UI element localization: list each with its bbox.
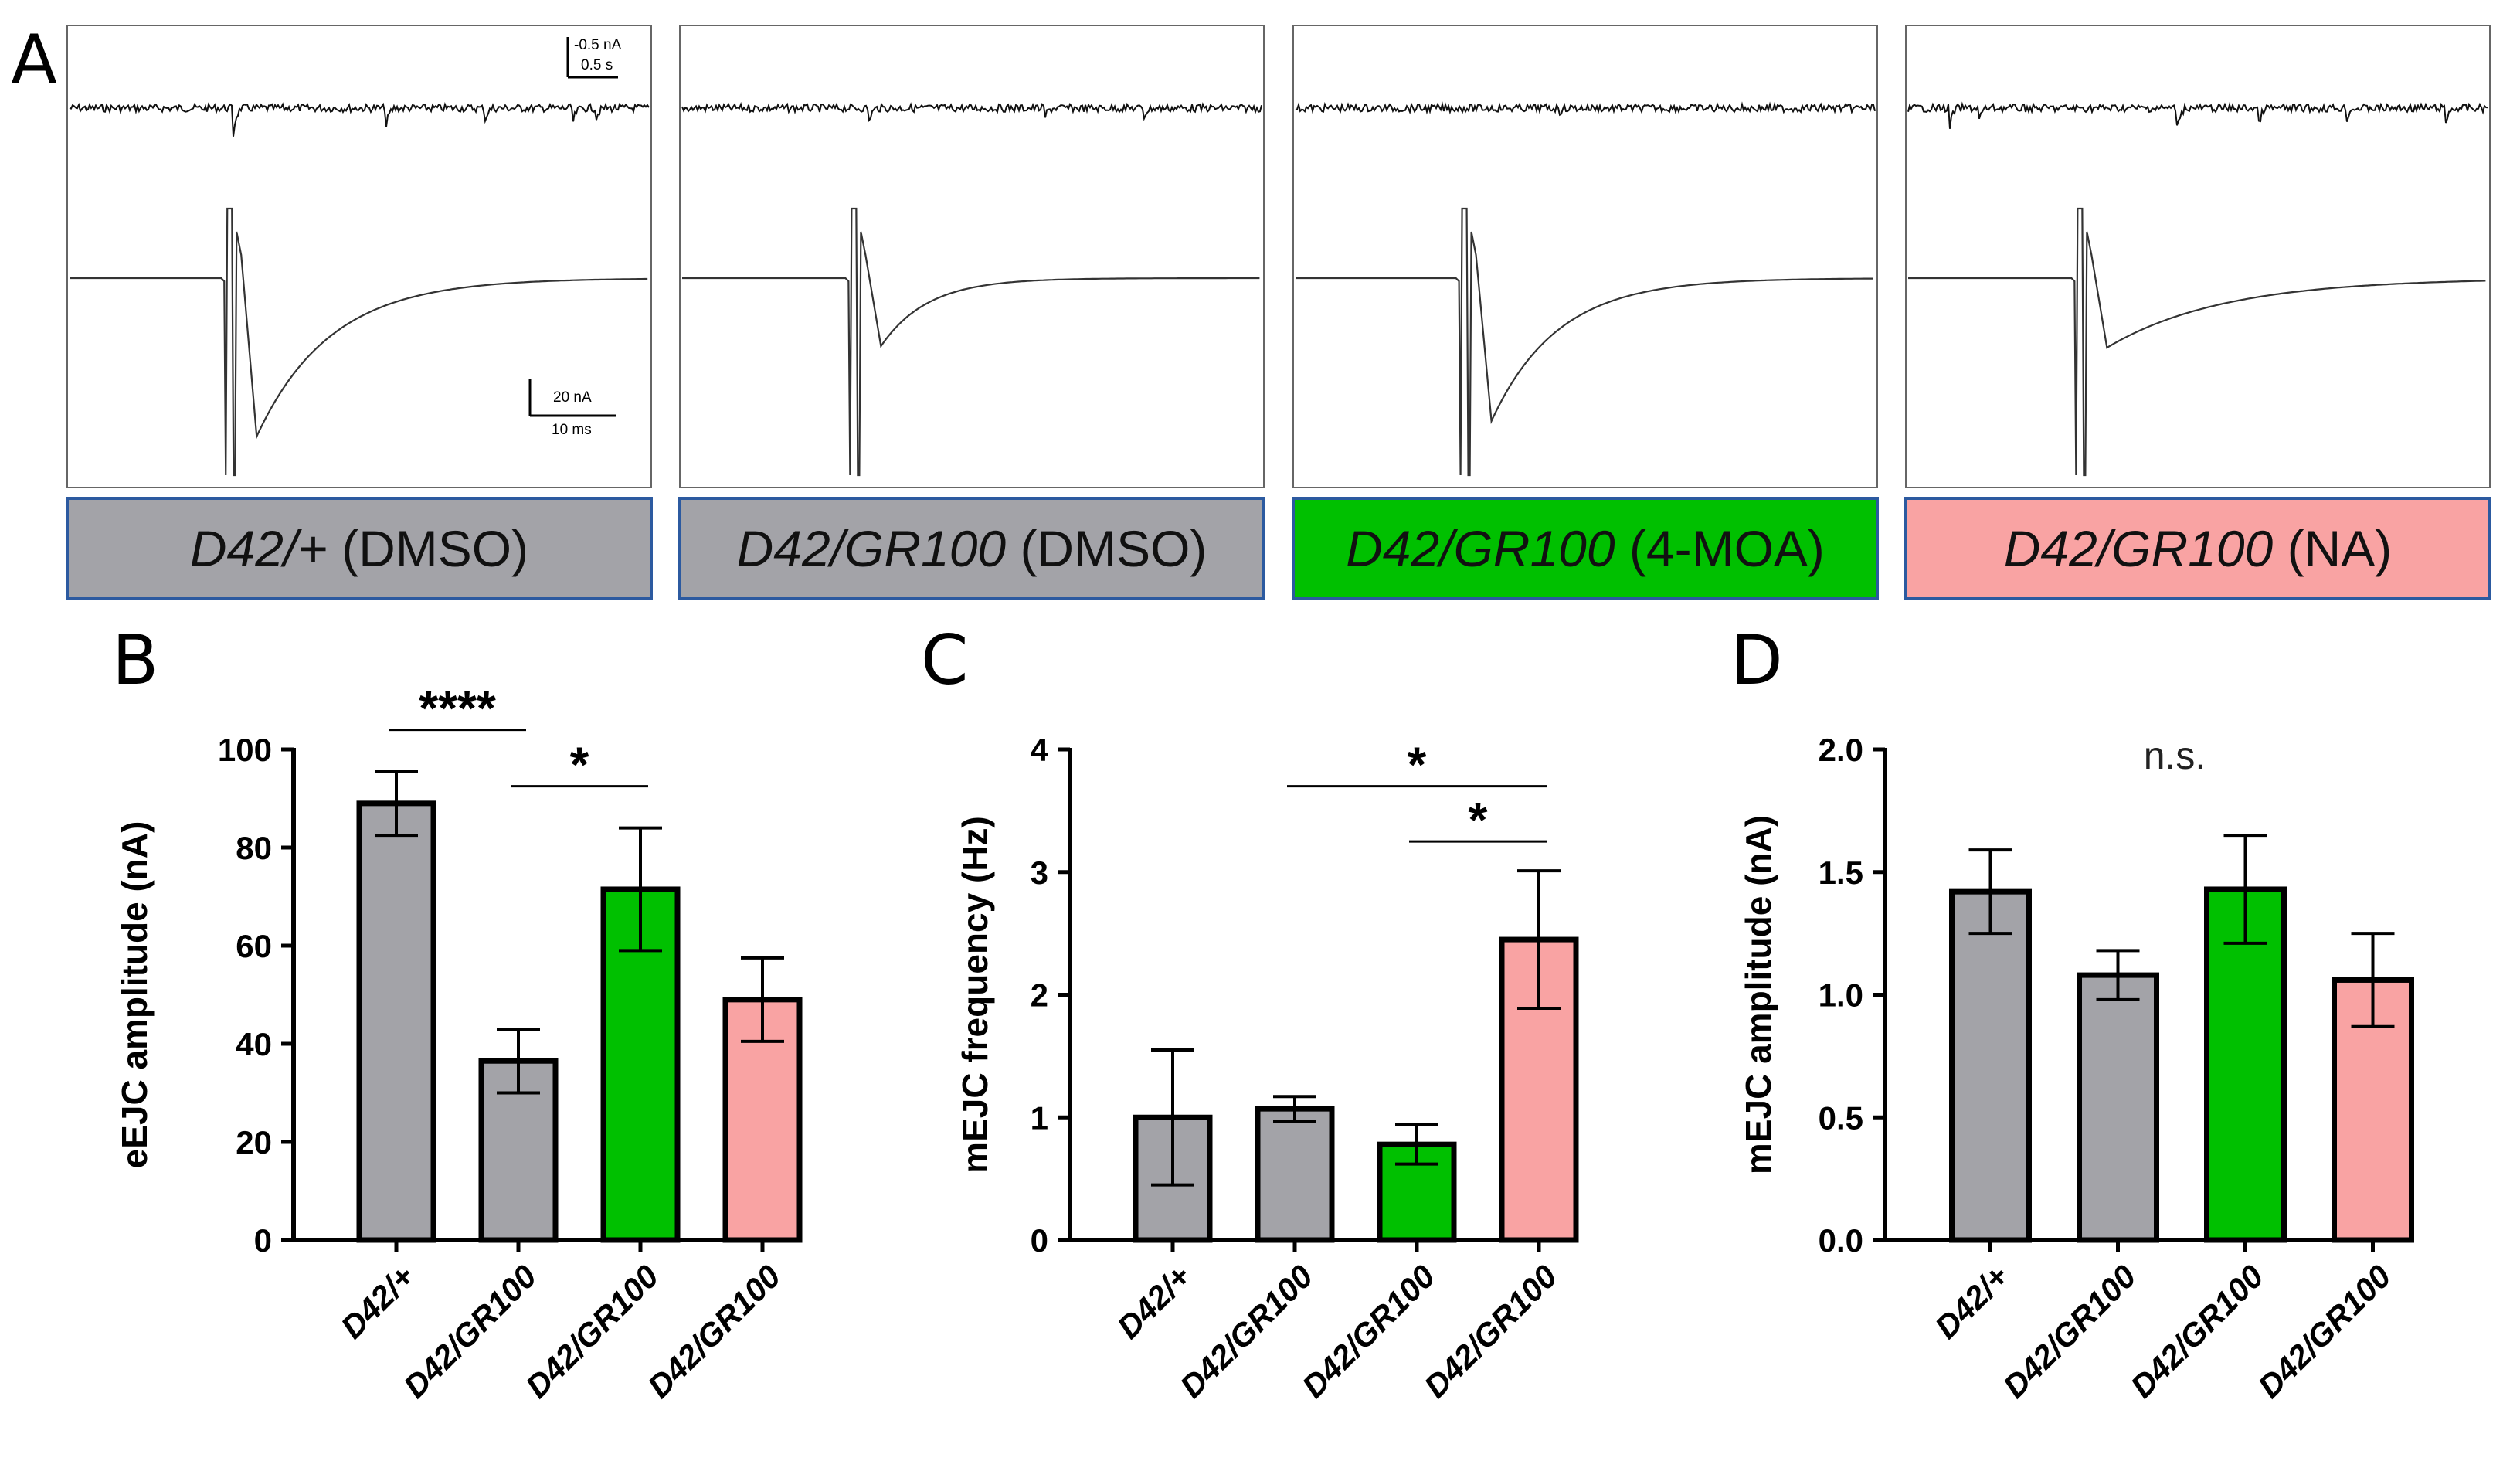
condition-treatment-2: (DMSO) xyxy=(1006,520,1207,577)
condition-box-2 xyxy=(678,497,1265,600)
spontaneous-trace-2 xyxy=(681,101,1262,123)
y-axis-title: mEJC amplitude (nA) xyxy=(1738,815,1778,1174)
y-tick-label: 20 xyxy=(236,1124,272,1160)
scale-time-top: 0.5 s xyxy=(581,57,613,73)
y-tick-label: 0 xyxy=(254,1222,272,1259)
significance-label: * xyxy=(1408,737,1427,793)
panel-letter-a: A xyxy=(11,20,57,100)
y-tick-label: 2.0 xyxy=(1819,732,1863,768)
y-tick-label: 3 xyxy=(1031,855,1048,891)
y-tick-label: 80 xyxy=(236,830,272,866)
condition-label-4: D42/GR100 (NA) xyxy=(2004,520,2393,577)
x-tick-label: D42/GR100 xyxy=(640,1258,787,1405)
bar xyxy=(2077,972,2159,1243)
scale-current-bottom: 20 nA xyxy=(553,389,592,406)
trace-box-4 xyxy=(1905,25,2491,488)
trace-box-1 xyxy=(66,25,652,488)
x-tick-label: D42/GR100 xyxy=(1996,1258,2143,1405)
evoked-trace-2 xyxy=(682,207,1260,477)
condition-genotype-4: D42/GR100 xyxy=(2004,520,2274,577)
x-tick-label: D42/+ xyxy=(1110,1258,1197,1345)
evoked-trace-4 xyxy=(1908,207,2486,477)
condition-label-2: D42/GR100 (DMSO) xyxy=(737,520,1207,577)
condition-labels: D42/+ (DMSO) D42/GR100 (DMSO) D42/GR100 … xyxy=(66,497,2491,600)
y-tick-label: 4 xyxy=(1031,732,1049,768)
y-axis-title: eEJC amplitude (nA) xyxy=(114,821,155,1169)
ns-annotation: n.s. xyxy=(2144,734,2206,777)
panel-letter-b: B xyxy=(112,620,158,700)
condition-label-1: D42/+ (DMSO) xyxy=(190,520,528,577)
spontaneous-trace-4 xyxy=(1907,101,2488,129)
y-tick-label: 100 xyxy=(218,732,272,768)
evoked-trace-1 xyxy=(70,207,648,477)
evoked-trace-3 xyxy=(1296,207,1873,477)
y-tick-label: 0.0 xyxy=(1819,1222,1863,1259)
y-tick-label: 60 xyxy=(236,928,272,964)
scale-current-top: -0.5 nA xyxy=(574,37,622,53)
condition-box-4 xyxy=(1904,497,2491,600)
bar xyxy=(2204,886,2287,1243)
significance-label: **** xyxy=(419,681,496,736)
bar xyxy=(356,800,436,1243)
x-tick-label: D42/GR100 xyxy=(2124,1258,2270,1405)
x-tick-label: D42/+ xyxy=(1928,1258,2016,1345)
panel-a-traces: -0.5 nA 0.5 s 20 nA 10 ms xyxy=(66,25,2491,488)
y-tick-label: 2 xyxy=(1031,977,1048,1014)
spontaneous-trace-1 xyxy=(69,101,650,137)
condition-label-3: D42/GR100 (4-MOA) xyxy=(1346,520,1825,577)
spontaneous-trace-3 xyxy=(1295,101,1876,117)
x-tick-label: D42/+ xyxy=(334,1258,421,1345)
y-axis-title: mEJC frequency (Hz) xyxy=(955,816,995,1174)
panel-letter-c: C xyxy=(921,620,968,700)
trace-box-3 xyxy=(1292,25,1878,488)
significance-label: * xyxy=(1469,792,1488,848)
condition-genotype-1: D42/+ xyxy=(190,520,328,577)
y-tick-label: 1.0 xyxy=(1819,977,1863,1014)
significance-label: * xyxy=(570,737,589,793)
scale-bar-evoked: 20 nA 10 ms xyxy=(528,379,616,438)
chart-eejc-amplitude: 0 20 40 60 80 100 eEJC amplitude (nA) D42/+ D42/… xyxy=(114,681,803,1405)
trace-box-2 xyxy=(679,25,1265,488)
y-tick-label: 1.5 xyxy=(1819,855,1863,891)
condition-genotype-2: D42/GR100 xyxy=(737,520,1007,577)
y-tick-label: 40 xyxy=(236,1026,272,1062)
condition-treatment-3: (4-MOA) xyxy=(1615,520,1825,577)
x-tick-label: D42/GR100 xyxy=(1417,1258,1564,1405)
bar xyxy=(1255,1106,1335,1243)
condition-treatment-1: (DMSO) xyxy=(328,520,528,577)
condition-genotype-3: D42/GR100 xyxy=(1346,520,1615,577)
condition-treatment-4: (NA) xyxy=(2273,520,2392,577)
condition-box-1 xyxy=(66,497,653,600)
scale-time-bottom: 10 ms xyxy=(552,422,592,438)
condition-box-3 xyxy=(1292,497,1879,600)
y-tick-label: 0 xyxy=(1031,1222,1048,1259)
y-tick-label: 0.5 xyxy=(1819,1099,1863,1136)
x-tick-label: D42/GR100 xyxy=(2251,1258,2398,1405)
bar xyxy=(1949,888,2032,1243)
panel-letter-d: D xyxy=(1730,620,1783,700)
y-tick-label: 1 xyxy=(1031,1099,1048,1136)
scale-bar-spontaneous: -0.5 nA 0.5 s xyxy=(566,37,622,79)
